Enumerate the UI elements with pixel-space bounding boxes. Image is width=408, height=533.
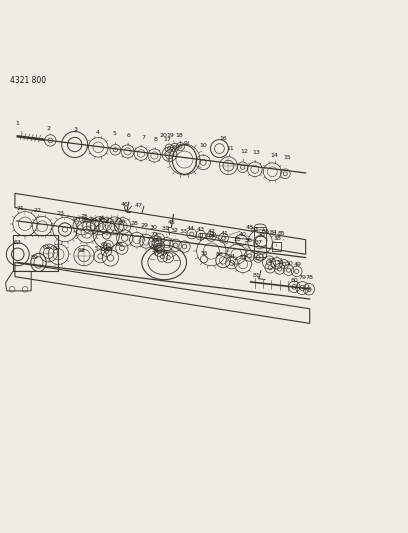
Text: 25: 25 [80,214,88,223]
Text: 27: 27 [119,220,126,229]
Text: 50: 50 [286,261,293,266]
Text: 81: 81 [252,273,260,279]
Text: 73: 73 [151,232,159,237]
Text: 4321 800: 4321 800 [10,76,46,85]
Text: 59: 59 [30,255,38,260]
Text: 52: 52 [267,259,275,263]
Text: 41: 41 [220,231,228,238]
Text: 47: 47 [135,203,143,208]
Text: 86: 86 [215,252,224,257]
Text: 11: 11 [226,147,234,157]
Text: 20: 20 [160,133,169,144]
Text: 13: 13 [252,150,260,163]
Text: 15: 15 [284,155,291,165]
Text: 9: 9 [184,141,188,146]
Text: 12: 12 [240,149,248,161]
Text: 71: 71 [106,219,114,223]
Text: 82: 82 [251,228,258,233]
Text: 54: 54 [228,254,235,259]
Text: 34: 34 [207,233,215,238]
Text: 43: 43 [197,228,205,235]
Text: 10: 10 [200,143,207,156]
Text: 69: 69 [89,219,98,223]
Text: 77: 77 [160,251,168,256]
Text: 45: 45 [168,220,175,227]
Text: 4: 4 [95,130,100,139]
Text: 31: 31 [162,226,169,235]
Text: 30: 30 [149,224,157,233]
Text: 40: 40 [238,232,246,240]
Text: 29: 29 [141,223,149,232]
Text: 83: 83 [262,229,270,237]
Text: 62: 62 [78,248,86,253]
Text: 8: 8 [154,137,158,149]
Text: 1: 1 [15,121,22,133]
Text: 51: 51 [277,260,284,264]
Text: 22: 22 [33,208,42,217]
Text: 42: 42 [208,229,216,237]
Bar [272,242,281,251]
Text: 61: 61 [42,245,50,250]
Text: 79: 79 [298,274,306,282]
Text: 60: 60 [53,246,61,251]
Text: 26: 26 [98,216,106,226]
Text: 80: 80 [290,278,298,283]
Text: 21: 21 [16,206,25,214]
Text: 55: 55 [200,251,208,256]
Text: 18: 18 [175,133,183,143]
Text: 6: 6 [127,133,131,146]
Text: 19: 19 [167,133,175,143]
Text: 75: 75 [151,244,159,249]
Text: 68: 68 [81,219,89,223]
Text: 3: 3 [74,127,78,132]
Text: 39: 39 [258,233,266,241]
Text: 57: 57 [94,246,102,251]
Text: 49: 49 [293,262,302,267]
Text: 38: 38 [273,236,281,247]
Text: 70: 70 [98,219,106,223]
Text: 33: 33 [180,229,188,237]
Text: 84: 84 [269,230,277,239]
Text: 5: 5 [113,132,116,144]
Text: 44: 44 [187,226,195,234]
Text: 53: 53 [239,255,247,261]
Text: 32: 32 [171,228,179,236]
Text: 74: 74 [151,238,159,244]
Text: 72: 72 [115,219,123,223]
Text: 48: 48 [229,225,253,235]
Bar [255,227,266,257]
Text: 65: 65 [100,241,108,247]
Text: 37: 37 [255,240,263,252]
Text: 36: 36 [245,238,253,250]
Text: 28: 28 [131,221,139,230]
Text: 16: 16 [220,136,227,144]
Text: 46: 46 [121,202,129,207]
Bar [13,235,58,271]
Text: 67: 67 [73,219,82,223]
Text: 7: 7 [141,135,145,147]
Text: 56: 56 [151,248,164,256]
Text: 85: 85 [277,231,285,240]
Text: 35: 35 [233,237,241,245]
Text: 66: 66 [115,242,123,247]
Text: 78: 78 [306,276,314,284]
Text: 76: 76 [154,250,162,255]
Text: 17: 17 [164,137,171,149]
Text: 14: 14 [270,153,278,164]
Text: 63: 63 [14,240,22,245]
Text: 64: 64 [100,247,108,252]
Text: 58: 58 [106,247,113,252]
Text: 2: 2 [47,126,51,135]
Text: 23: 23 [57,211,65,220]
